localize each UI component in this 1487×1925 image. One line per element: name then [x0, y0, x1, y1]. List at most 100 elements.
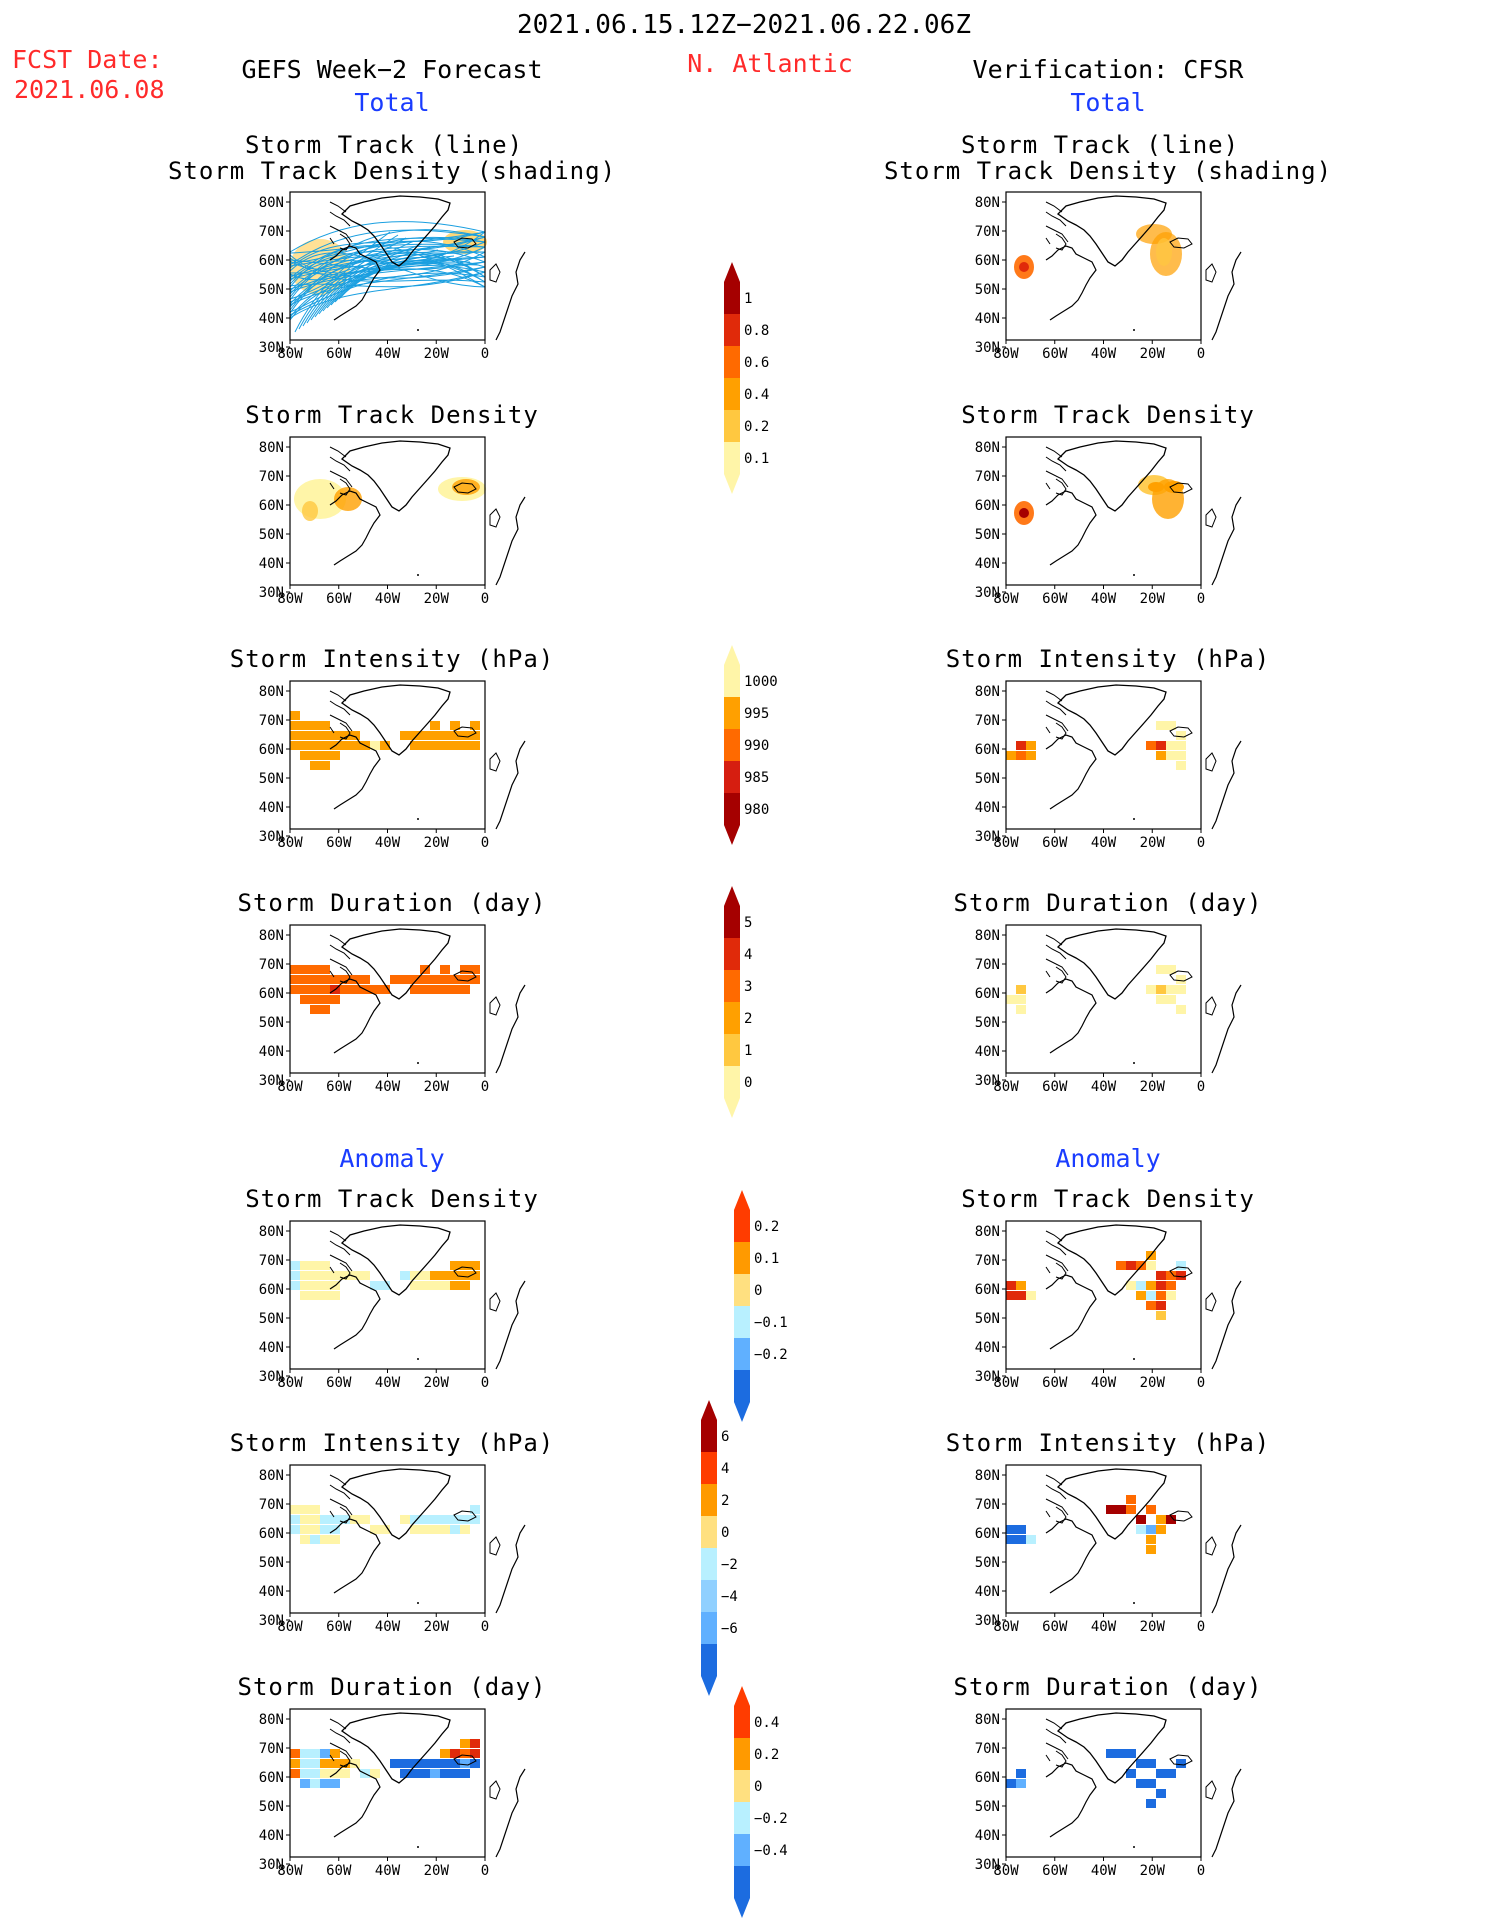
colorbar-label: −2 — [721, 1557, 738, 1573]
lat-tick-label: 30N — [259, 1613, 284, 1629]
colorbar-label: 0.1 — [744, 451, 769, 467]
colorbar-segment — [734, 1770, 750, 1802]
colorbar-segment — [724, 1002, 740, 1034]
lat-tick-label: 50N — [975, 1311, 1000, 1327]
lon-tick-label: 60W — [326, 346, 352, 362]
lat-tick-label: 80N — [975, 1712, 1000, 1728]
lat-tick-label: 60N — [975, 742, 1000, 758]
colorbar-segment — [701, 1420, 717, 1452]
colorbar-label: −4 — [721, 1589, 738, 1605]
colorbar-label: 0.4 — [744, 387, 769, 403]
colorbar-segment — [724, 938, 740, 970]
colorbar-label: −0.1 — [754, 1315, 788, 1331]
lat-tick-label: 70N — [259, 957, 284, 973]
right-density-title: Storm Track Density — [961, 401, 1255, 429]
lon-tick-label: 0 — [481, 835, 489, 851]
lat-tick-label: 70N — [259, 1497, 284, 1513]
fcst-date-label: FCST Date: — [12, 45, 163, 74]
lat-tick-label: 70N — [975, 1741, 1000, 1757]
lat-tick-label: 40N — [975, 556, 1000, 572]
lat-tick-label: 80N — [975, 440, 1000, 456]
map-panel-verif-anom-intensity: 80N 70N 60N 50N 40N 30N 80W 60W 40W 20W 0 — [966, 1464, 1242, 1647]
lat-tick-label: 80N — [259, 440, 284, 456]
map-panel-forecast-anom-intensity: 80N 70N 60N 50N 40N 30N 80W 60W 40W 20W 0 — [250, 1464, 526, 1647]
right-total-label: Total — [1070, 88, 1146, 117]
left-track-shading-title: Storm Track Density (shading) — [167, 157, 617, 185]
right-duration-title: Storm Duration (day) — [953, 889, 1263, 917]
lat-tick-label: 60N — [975, 498, 1000, 514]
lat-tick-label: 40N — [259, 1584, 284, 1600]
map-panel-forecast-density: 80N 70N 60N 50N 40N 30N 80W 60W 40W 20W 0 — [250, 436, 526, 619]
lat-tick-label: 60N — [259, 253, 284, 269]
colorbar-label: 1 — [744, 291, 752, 307]
lat-tick-label: 30N — [975, 585, 1000, 601]
lon-tick-label: 0 — [481, 346, 489, 362]
lon-tick-label: 60W — [1042, 1863, 1068, 1879]
lat-tick-label: 40N — [975, 1340, 1000, 1356]
lat-tick-label: 30N — [259, 829, 284, 845]
colorbar-segment — [724, 1066, 740, 1098]
lon-tick-label: 0 — [1197, 1619, 1205, 1635]
lon-tick-label: 40W — [1091, 1863, 1117, 1879]
colorbar-segment — [734, 1802, 750, 1834]
lat-tick-label: 50N — [259, 1311, 284, 1327]
lat-tick-label: 60N — [259, 498, 284, 514]
lat-tick-label: 60N — [975, 1526, 1000, 1542]
right-anom-duration-title: Storm Duration (day) — [953, 1673, 1263, 1701]
lon-tick-label: 40W — [375, 835, 401, 851]
left-track-line-title: Storm Track (line) — [244, 131, 524, 159]
right-intensity-title: Storm Intensity (hPa) — [945, 645, 1271, 673]
colorbar-segment — [734, 1738, 750, 1770]
colorbar-label: 985 — [744, 770, 769, 786]
lon-tick-label: 0 — [481, 591, 489, 607]
colorbar-label: −0.2 — [754, 1347, 788, 1363]
lat-tick-label: 60N — [975, 253, 1000, 269]
lat-tick-label: 30N — [975, 340, 1000, 356]
left-anom-density-title: Storm Track Density — [245, 1185, 539, 1213]
right-anom-density-title: Storm Track Density — [961, 1185, 1255, 1213]
colorbar-segment — [724, 970, 740, 1002]
lon-tick-label: 0 — [481, 1619, 489, 1635]
colorbar-segment — [724, 346, 740, 378]
lon-tick-label: 40W — [1091, 1079, 1117, 1095]
lat-tick-label: 30N — [975, 1369, 1000, 1385]
lon-tick-label: 80W — [993, 1619, 1019, 1635]
lon-tick-label: 80W — [277, 1619, 303, 1635]
lat-tick-label: 40N — [259, 1828, 284, 1844]
lon-tick-label: 80W — [993, 1375, 1019, 1391]
lat-tick-label: 50N — [259, 282, 284, 298]
lon-tick-label: 60W — [1042, 346, 1068, 362]
lat-tick-label: 80N — [975, 195, 1000, 211]
colorbar-label: 6 — [721, 1429, 729, 1445]
map-panel-verif-intensity: 80N 70N 60N 50N 40N 30N 80W 60W 40W 20W 0 — [966, 680, 1242, 863]
map-panel-forecast-track: 80N 70N 60N 50N 40N 30N 80W 60W 40W 20W 0 — [250, 191, 526, 374]
lon-tick-label: 0 — [1197, 835, 1205, 851]
colorbar-label: 1 — [744, 1043, 752, 1059]
colorbar-segment — [734, 1866, 750, 1898]
map-panel-verif-density: 80N 70N 60N 50N 40N 30N 80W 60W 40W 20W 0 — [966, 436, 1242, 619]
lon-tick-label: 60W — [326, 1863, 352, 1879]
lon-tick-label: 20W — [424, 835, 450, 851]
colorbar-segment — [724, 665, 740, 697]
lon-tick-label: 0 — [481, 1079, 489, 1095]
colorbar-label: 0 — [754, 1283, 762, 1299]
lon-tick-label: 40W — [1091, 591, 1117, 607]
colorbar-segment — [701, 1484, 717, 1516]
left-anomaly-label: Anomaly — [339, 1144, 445, 1173]
lat-tick-label: 70N — [975, 957, 1000, 973]
lat-tick-label: 70N — [259, 1741, 284, 1757]
colorbar-label: 5 — [744, 915, 752, 931]
lon-tick-label: 20W — [424, 1375, 450, 1391]
lat-tick-label: 50N — [259, 1799, 284, 1815]
lon-tick-label: 80W — [277, 591, 303, 607]
lon-tick-label: 40W — [375, 346, 401, 362]
colorbar-label: 1000 — [744, 674, 778, 690]
left-duration-title: Storm Duration (day) — [237, 889, 547, 917]
